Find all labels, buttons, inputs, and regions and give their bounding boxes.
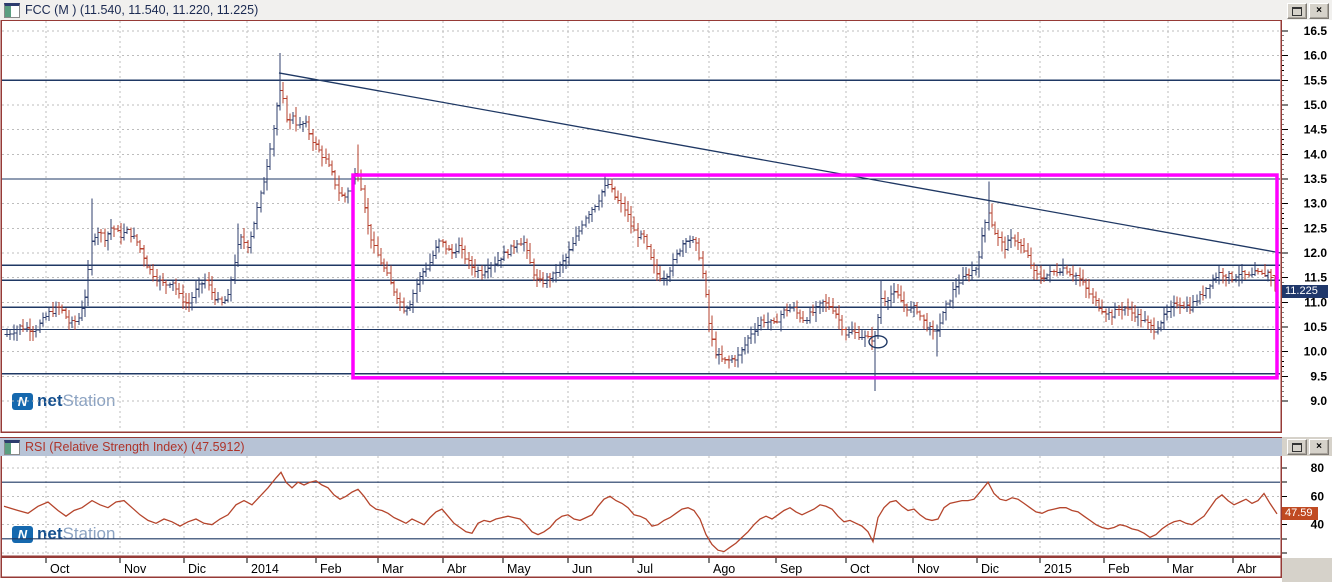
x-axis-label: Abr [447,562,466,576]
price-axis-label: 9.0 [1310,394,1327,408]
price-axis-label: 15.0 [1304,98,1328,112]
main-window-header[interactable]: FCC (M ) (11.540, 11.540, 11.220, 11.225… [0,0,1332,20]
rsi-window-title: RSI (Relative Strength Index) (47.5912) [25,440,245,454]
x-axis-label: Dic [188,562,206,576]
bottom-right-corner [1282,558,1332,582]
rsi-axis-label: 60 [1311,489,1325,503]
maximize-icon [1292,443,1302,452]
x-axis-label: Mar [1172,562,1194,576]
price-axis-label: 10.0 [1304,345,1328,359]
price-axis-label: 15.5 [1304,73,1328,87]
rsi-window-header[interactable]: RSI (Relative Strength Index) (47.5912) [0,437,1282,456]
x-axis-label: 2014 [251,562,279,576]
maximize-button[interactable] [1287,3,1307,19]
rsi-value-tag: 47.59 [1282,507,1318,520]
x-axis-label: Feb [320,562,342,576]
x-axis-label: Jun [572,562,592,576]
price-axis-label: 16.0 [1304,49,1328,63]
x-axis-label: Nov [917,562,940,576]
x-axis-label: Jul [637,562,653,576]
price-axis-label: 10.5 [1304,320,1328,334]
price-axis-label: 14.5 [1304,123,1328,137]
maximize-button[interactable] [1287,439,1307,455]
rectangle-annotation[interactable] [353,175,1277,378]
panel-borders [1,20,1281,577]
axis-labels: Oct Nov Dic 2014 Feb Mar Abr May Jun Jul Ago Sep Oct… [50,24,1327,576]
x-axis-label: May [507,562,531,576]
price-axis-label: 13.0 [1304,197,1328,211]
x-axis-label: Sep [780,562,802,576]
x-axis-label: Oct [850,562,870,576]
close-icon[interactable]: × [1309,439,1329,455]
price-axis-label: 11.5 [1304,271,1327,285]
close-icon[interactable]: × [1309,3,1329,19]
support-resistance-lines[interactable] [2,80,1280,374]
chart-window-icon [4,440,20,455]
rsi-axis-label: 80 [1311,461,1325,475]
x-axis-label: Abr [1237,562,1256,576]
price-bars [5,53,1278,391]
price-axis-label: 12.0 [1304,246,1328,260]
charts-canvas[interactable]: Oct Nov Dic 2014 Feb Mar Abr May Jun Jul Ago Sep Oct… [0,0,1332,582]
rsi-overbought-oversold-lines[interactable] [2,482,1280,539]
rsi-line [4,472,1277,551]
x-axis-label: Ago [713,562,735,576]
price-axis-label: 14.0 [1304,147,1328,161]
x-axis-label: 2015 [1044,562,1072,576]
x-axis-label: Mar [382,562,404,576]
chart-window-icon [4,3,20,18]
x-axis-label: Nov [124,562,147,576]
price-axis-label: 13.5 [1304,172,1328,186]
price-axis-label: 9.5 [1310,369,1327,383]
last-price-tag: 11.225 [1282,285,1328,298]
trendline-annotation[interactable] [279,73,1281,253]
price-axis-label: 12.5 [1304,221,1328,235]
price-axis-label: 16.5 [1304,24,1328,38]
maximize-icon [1292,7,1302,16]
main-window-title: FCC (M ) (11.540, 11.540, 11.220, 11.225… [25,3,258,17]
x-axis-label: Feb [1108,562,1130,576]
x-axis-label: Oct [50,562,70,576]
x-axis-label: Dic [981,562,999,576]
